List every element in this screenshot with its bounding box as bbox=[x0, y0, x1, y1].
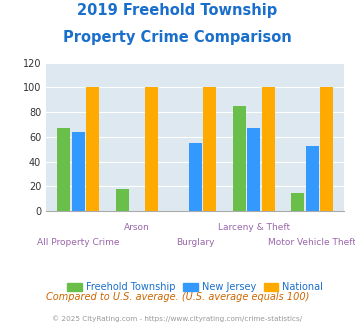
Bar bbox=[145, 87, 158, 211]
Text: Motor Vehicle Theft: Motor Vehicle Theft bbox=[268, 238, 355, 247]
Text: Arson: Arson bbox=[124, 223, 150, 232]
Bar bbox=[291, 193, 304, 211]
Text: © 2025 CityRating.com - https://www.cityrating.com/crime-statistics/: © 2025 CityRating.com - https://www.city… bbox=[53, 315, 302, 322]
Text: Larceny & Theft: Larceny & Theft bbox=[218, 223, 290, 232]
Bar bbox=[189, 143, 202, 211]
Text: Compared to U.S. average. (U.S. average equals 100): Compared to U.S. average. (U.S. average … bbox=[46, 292, 309, 302]
Bar bbox=[262, 87, 275, 211]
Text: All Property Crime: All Property Crime bbox=[37, 238, 120, 247]
Bar bbox=[87, 87, 99, 211]
Bar bbox=[233, 106, 246, 211]
Bar bbox=[57, 128, 70, 211]
Bar bbox=[306, 146, 319, 211]
Legend: Freehold Township, New Jersey, National: Freehold Township, New Jersey, National bbox=[64, 279, 327, 296]
Bar bbox=[72, 132, 85, 211]
Text: Property Crime Comparison: Property Crime Comparison bbox=[63, 30, 292, 45]
Text: Burglary: Burglary bbox=[176, 238, 214, 247]
Text: 2019 Freehold Township: 2019 Freehold Township bbox=[77, 3, 278, 18]
Bar bbox=[320, 87, 333, 211]
Bar bbox=[203, 87, 216, 211]
Bar bbox=[247, 128, 260, 211]
Bar bbox=[116, 189, 129, 211]
